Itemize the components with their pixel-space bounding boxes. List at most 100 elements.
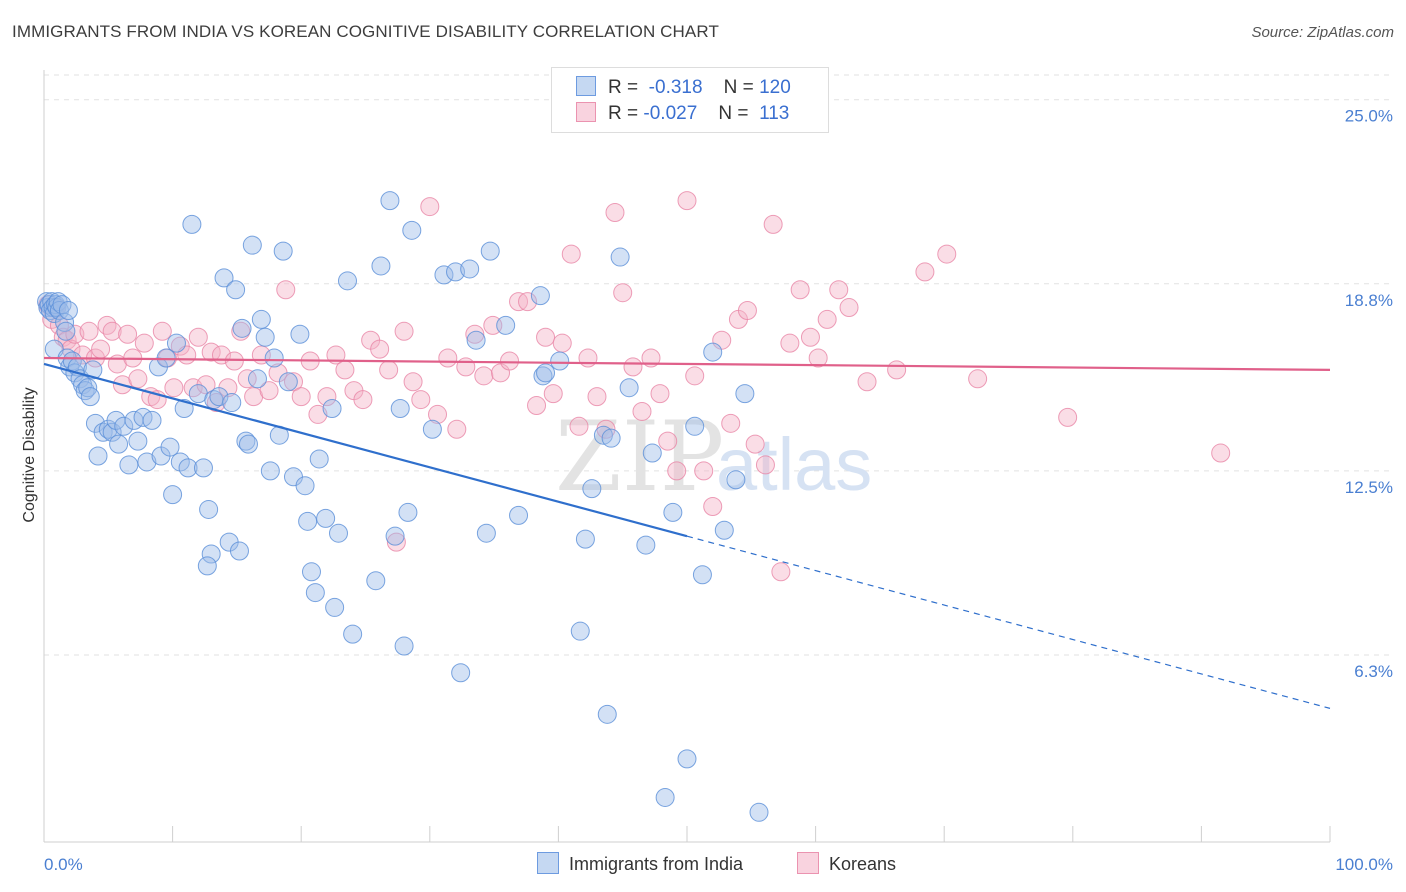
point-korean xyxy=(386,532,406,552)
point-india xyxy=(298,511,318,531)
point-india xyxy=(366,571,386,591)
point-india xyxy=(726,470,746,490)
point-india xyxy=(295,476,315,496)
point-india xyxy=(398,502,418,522)
point-india xyxy=(209,387,229,407)
y-tick-label: 25.0% xyxy=(1345,107,1393,126)
point-korean xyxy=(658,431,678,451)
point-india xyxy=(325,597,345,617)
point-korean xyxy=(677,191,697,211)
point-korean xyxy=(887,360,907,380)
point-india xyxy=(434,265,454,285)
point-korean xyxy=(613,283,633,303)
point-korean xyxy=(937,244,957,264)
point-india xyxy=(402,220,422,240)
point-india xyxy=(677,749,697,769)
point-india xyxy=(536,363,556,383)
point-india xyxy=(273,241,293,261)
point-india xyxy=(685,416,705,436)
point-india xyxy=(226,280,246,300)
point-korean xyxy=(721,413,741,433)
stats-legend: R = -0.318 N = 120 R = -0.027 N = 113 xyxy=(551,67,829,133)
point-korean xyxy=(276,280,296,300)
point-india xyxy=(83,360,103,380)
point-korean xyxy=(97,315,117,335)
point-india xyxy=(197,556,217,576)
legend-row-india: R = -0.318 N = 120 xyxy=(576,76,791,102)
point-india xyxy=(663,502,683,522)
point-india xyxy=(309,449,329,469)
x-tick-label-min: 0.0% xyxy=(44,855,83,874)
point-korean xyxy=(438,348,458,368)
y-tick-label: 12.5% xyxy=(1345,478,1393,497)
point-korean xyxy=(308,404,328,424)
point-korean xyxy=(183,378,203,398)
point-korean xyxy=(353,390,373,410)
point-korean xyxy=(587,387,607,407)
point-india xyxy=(533,366,553,386)
legend-r-label: R = xyxy=(608,77,639,98)
point-korean xyxy=(291,387,311,407)
point-korean xyxy=(1058,407,1078,427)
point-korean xyxy=(456,357,476,377)
point-india xyxy=(199,499,219,519)
legend-row-koreans: R = -0.027 N = 113 xyxy=(576,102,789,128)
y-tick-label: 6.3% xyxy=(1354,662,1393,681)
point-korean xyxy=(755,455,775,475)
legend-n-value-india: 120 xyxy=(759,77,791,98)
point-india xyxy=(451,663,471,683)
point-india xyxy=(328,523,348,543)
point-korean xyxy=(790,280,810,300)
point-korean xyxy=(164,378,184,398)
point-india xyxy=(655,787,675,807)
bottom-legend-koreans: Koreans xyxy=(797,852,896,875)
point-korean xyxy=(623,357,643,377)
point-korean xyxy=(694,461,714,481)
point-india xyxy=(601,428,621,448)
point-india xyxy=(229,541,249,561)
point-india xyxy=(193,458,213,478)
point-india xyxy=(247,369,267,389)
point-india xyxy=(260,461,280,481)
point-india xyxy=(62,351,82,371)
point-india xyxy=(593,425,613,445)
point-korean xyxy=(91,339,111,359)
point-korean xyxy=(224,351,244,371)
point-korean xyxy=(808,348,828,368)
point-india xyxy=(232,318,252,338)
point-india xyxy=(201,544,221,564)
y-tick-label: 18.8% xyxy=(1345,291,1393,310)
point-korean xyxy=(578,348,598,368)
point-korean xyxy=(403,372,423,392)
point-india xyxy=(255,327,275,347)
chart-title: IMMIGRANTS FROM INDIA VS KOREAN COGNITIV… xyxy=(12,22,719,41)
point-india xyxy=(278,372,298,392)
point-india xyxy=(390,398,410,418)
point-korean xyxy=(543,384,563,404)
point-india xyxy=(316,508,336,528)
point-korean xyxy=(326,345,346,365)
point-korean xyxy=(134,333,154,353)
bottom-legend-india: Immigrants from India xyxy=(537,852,743,875)
point-korean xyxy=(839,298,859,318)
legend-r-value-koreans: -0.027 xyxy=(643,103,698,124)
bottom-legend-swatch-koreans xyxy=(797,852,819,874)
point-korean xyxy=(857,372,877,392)
point-korean xyxy=(259,381,279,401)
source-label: Source: ZipAtlas.com xyxy=(1251,24,1394,41)
point-korean xyxy=(474,366,494,386)
point-korean xyxy=(763,214,783,234)
trend-line-india xyxy=(43,362,688,538)
point-india xyxy=(476,523,496,543)
point-india xyxy=(236,431,256,451)
legend-r-value-india: -0.318 xyxy=(648,77,703,98)
trend-line-koreans xyxy=(43,356,1331,371)
point-korean xyxy=(394,321,414,341)
point-india xyxy=(47,298,67,318)
point-korean xyxy=(745,434,765,454)
point-india xyxy=(575,529,595,549)
point-india xyxy=(496,315,516,335)
point-korean xyxy=(632,401,652,421)
point-india xyxy=(636,535,656,555)
point-india xyxy=(114,416,134,436)
